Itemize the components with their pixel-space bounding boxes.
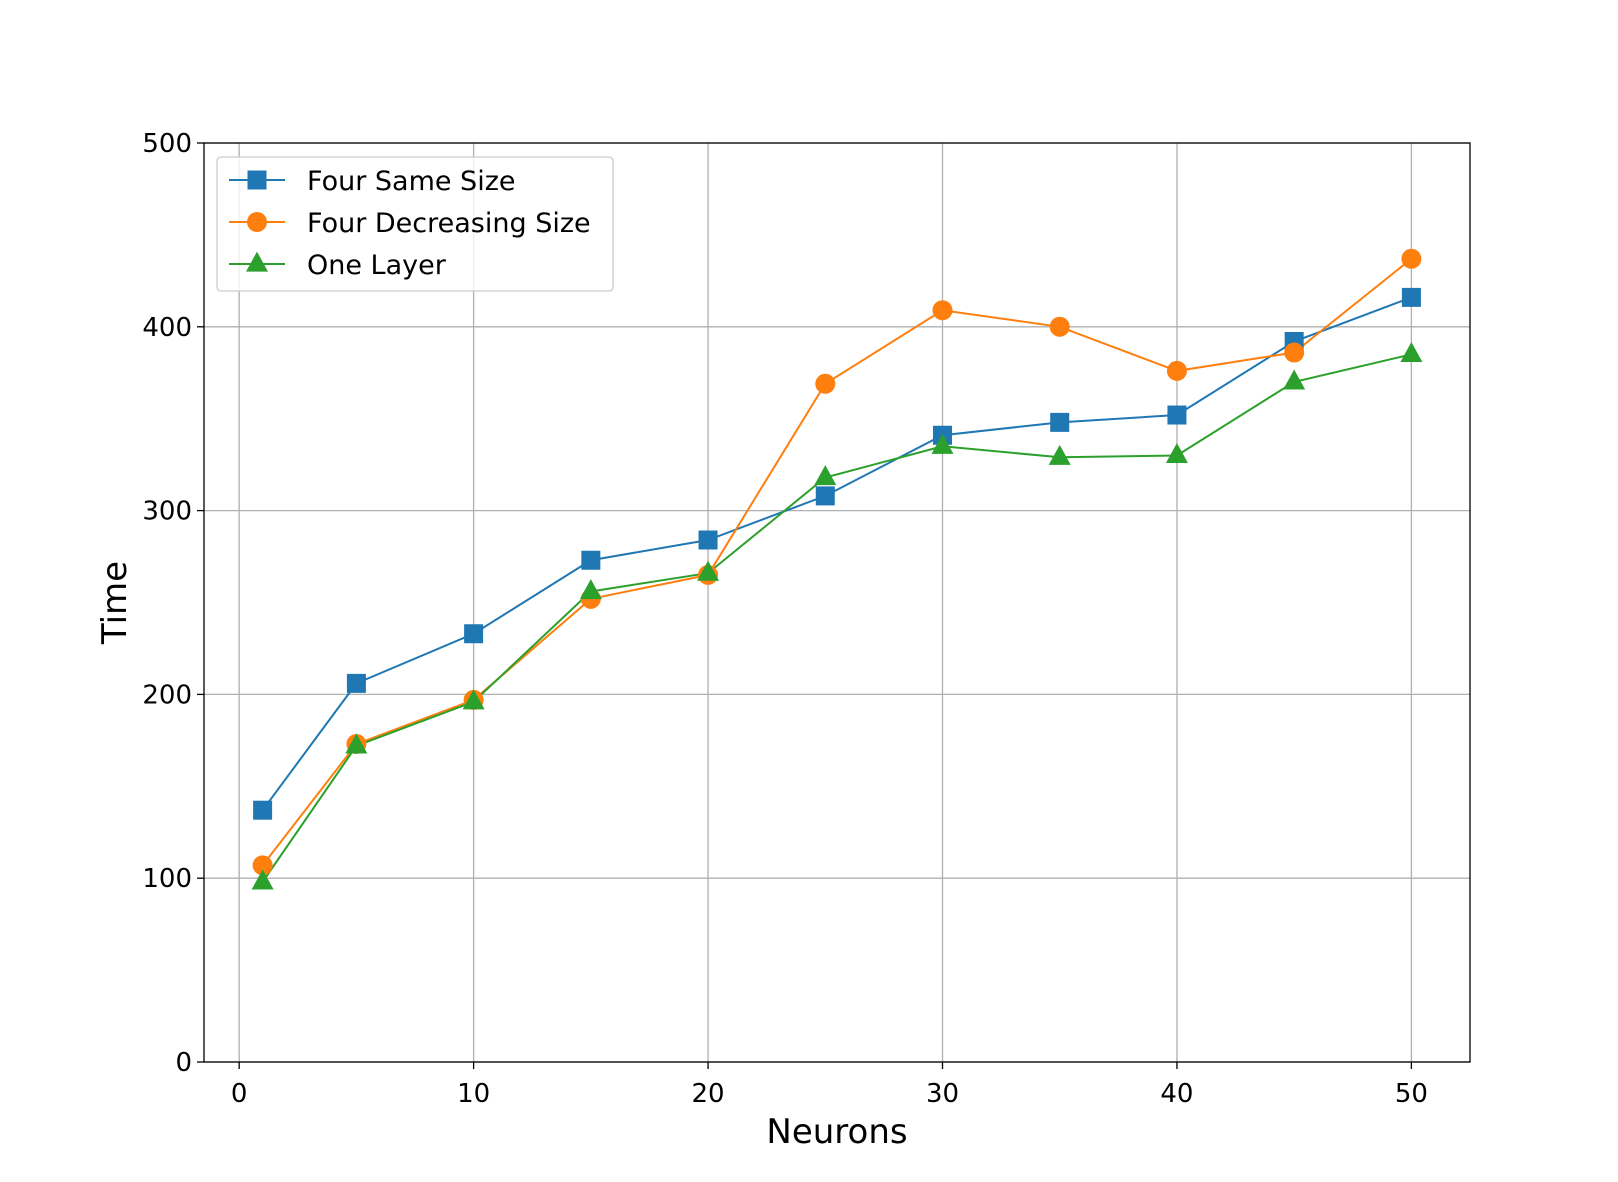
- data-point: [698, 530, 718, 550]
- data-point: [814, 465, 837, 486]
- legend-item: One Layer: [229, 250, 447, 281]
- y-tick-label: 0: [175, 1048, 192, 1078]
- legend-box: [216, 156, 614, 292]
- series-group: [251, 248, 1423, 890]
- series-line: [261, 353, 1412, 883]
- y-tick-label: 500: [142, 129, 192, 159]
- series-markers: [251, 341, 1423, 890]
- legend-marker: [246, 251, 268, 272]
- y-tick-label: 300: [142, 497, 192, 527]
- data-point: [345, 733, 368, 754]
- legend: Four Same Size Four Decreasing Size One La…: [216, 156, 614, 292]
- data-point: [932, 300, 953, 321]
- data-point: [1167, 405, 1187, 425]
- data-point: [253, 800, 273, 820]
- data-point: [579, 579, 602, 600]
- data-point: [1166, 360, 1187, 381]
- y-tick-label: 400: [142, 313, 192, 343]
- data-point: [1050, 412, 1070, 432]
- data-point: [462, 689, 485, 710]
- x-tick-label: 20: [692, 1079, 725, 1109]
- x-tick-label: 50: [1395, 1079, 1428, 1109]
- x-tick-label: 40: [1160, 1079, 1193, 1109]
- series-four-same-size: [261, 296, 1412, 811]
- data-point: [464, 624, 484, 644]
- data-point: [697, 560, 720, 581]
- legend-marker: [247, 212, 267, 232]
- legend-label: Four Same Size: [307, 166, 516, 197]
- series-markers: [252, 248, 1422, 876]
- x-tick-label: 0: [231, 1079, 248, 1109]
- data-point: [1049, 316, 1070, 337]
- plot-frame: [203, 142, 1471, 1063]
- data-point: [1401, 248, 1422, 269]
- legend-marker: [247, 170, 267, 190]
- data-point: [1048, 444, 1071, 465]
- y-tick-label: 100: [142, 864, 192, 894]
- data-point: [1284, 342, 1305, 363]
- legend-label: Four Decreasing Size: [307, 208, 591, 239]
- series-line: [261, 258, 1413, 866]
- y-tick-label: 200: [142, 680, 192, 710]
- data-point: [815, 486, 835, 506]
- data-point: [931, 433, 954, 454]
- x-axis-label: Neurons: [766, 1112, 907, 1152]
- data-point: [251, 869, 274, 890]
- legend-item: Four Same Size: [229, 166, 516, 197]
- series-four-decreasing-size: [261, 258, 1413, 866]
- y-axis-label: Time: [95, 561, 135, 645]
- data-point: [1165, 443, 1188, 464]
- data-point: [1401, 287, 1421, 307]
- data-point: [1283, 369, 1306, 390]
- x-tick-label: 10: [457, 1079, 490, 1109]
- data-point: [1400, 341, 1423, 362]
- series-markers: [253, 287, 1421, 820]
- data-point: [252, 855, 273, 876]
- legend-item: Four Decreasing Size: [229, 208, 591, 239]
- series-one-layer: [261, 353, 1412, 883]
- x-tick-label: 30: [926, 1079, 959, 1109]
- data-point: [346, 673, 366, 693]
- series-line: [261, 296, 1412, 811]
- data-point: [581, 550, 601, 570]
- data-point: [815, 373, 836, 394]
- legend-label: One Layer: [307, 250, 447, 281]
